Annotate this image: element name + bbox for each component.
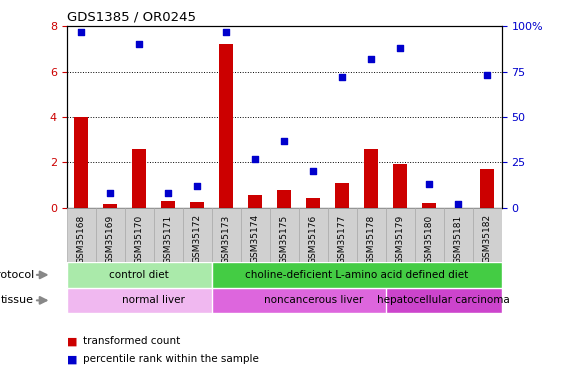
Bar xyxy=(364,149,378,208)
Point xyxy=(338,74,347,80)
Text: control diet: control diet xyxy=(109,270,169,280)
Point xyxy=(222,29,231,35)
Bar xyxy=(480,169,494,208)
Bar xyxy=(67,288,241,313)
Text: GSM35173: GSM35173 xyxy=(222,214,231,264)
Point xyxy=(280,138,289,144)
Text: protocol: protocol xyxy=(0,270,34,280)
Text: GSM35178: GSM35178 xyxy=(367,214,376,264)
Bar xyxy=(357,208,386,262)
Bar xyxy=(299,208,328,262)
Bar xyxy=(212,208,241,262)
Text: GSM35176: GSM35176 xyxy=(309,214,318,264)
Point xyxy=(193,183,202,189)
Text: GSM35182: GSM35182 xyxy=(483,214,492,263)
Text: GSM35168: GSM35168 xyxy=(77,214,86,264)
Text: noncancerous liver: noncancerous liver xyxy=(263,296,363,305)
Bar xyxy=(277,190,291,208)
Bar xyxy=(132,149,146,208)
Text: percentile rank within the sample: percentile rank within the sample xyxy=(83,354,259,364)
Text: GSM35169: GSM35169 xyxy=(106,214,115,264)
Bar xyxy=(67,262,212,288)
Text: ■: ■ xyxy=(67,336,77,346)
Text: GSM35177: GSM35177 xyxy=(338,214,347,264)
Text: GSM35179: GSM35179 xyxy=(396,214,405,264)
Bar xyxy=(183,208,212,262)
Point xyxy=(251,156,260,162)
Text: GSM35171: GSM35171 xyxy=(164,214,173,264)
Text: hepatocellular carcinoma: hepatocellular carcinoma xyxy=(378,296,510,305)
Bar xyxy=(219,44,233,208)
Bar xyxy=(248,195,262,208)
Bar xyxy=(306,198,320,208)
Text: ■: ■ xyxy=(67,354,77,364)
Bar xyxy=(67,208,96,262)
Text: tissue: tissue xyxy=(1,296,34,305)
Bar xyxy=(473,208,502,262)
Bar xyxy=(154,208,183,262)
Point xyxy=(483,72,492,78)
Bar xyxy=(386,208,415,262)
Bar xyxy=(393,164,407,208)
Bar xyxy=(328,208,357,262)
Point xyxy=(425,181,434,187)
Point xyxy=(396,45,405,51)
Bar xyxy=(161,201,175,208)
Text: GDS1385 / OR0245: GDS1385 / OR0245 xyxy=(67,11,195,24)
Text: GSM35181: GSM35181 xyxy=(454,214,463,264)
Text: GSM35175: GSM35175 xyxy=(280,214,289,264)
Bar xyxy=(103,204,117,208)
Bar xyxy=(415,208,444,262)
Bar xyxy=(241,208,270,262)
Bar xyxy=(212,262,502,288)
Bar xyxy=(270,208,299,262)
Text: GSM35180: GSM35180 xyxy=(425,214,434,264)
Bar xyxy=(125,208,154,262)
Bar xyxy=(190,202,204,208)
Bar xyxy=(335,183,349,208)
Bar xyxy=(74,117,88,208)
Bar xyxy=(386,288,502,313)
Point xyxy=(135,41,144,47)
Bar xyxy=(212,288,415,313)
Point xyxy=(106,190,115,196)
Text: transformed count: transformed count xyxy=(83,336,180,346)
Text: normal liver: normal liver xyxy=(122,296,185,305)
Point xyxy=(77,29,86,35)
Text: choline-deficient L-amino acid defined diet: choline-deficient L-amino acid defined d… xyxy=(245,270,468,280)
Point xyxy=(454,201,463,207)
Text: GSM35170: GSM35170 xyxy=(135,214,144,264)
Point xyxy=(309,168,318,174)
Point xyxy=(164,190,173,196)
Bar xyxy=(422,203,436,208)
Bar xyxy=(96,208,125,262)
Text: GSM35174: GSM35174 xyxy=(251,214,260,263)
Text: GSM35172: GSM35172 xyxy=(193,214,202,263)
Bar xyxy=(444,208,473,262)
Point xyxy=(367,56,376,62)
